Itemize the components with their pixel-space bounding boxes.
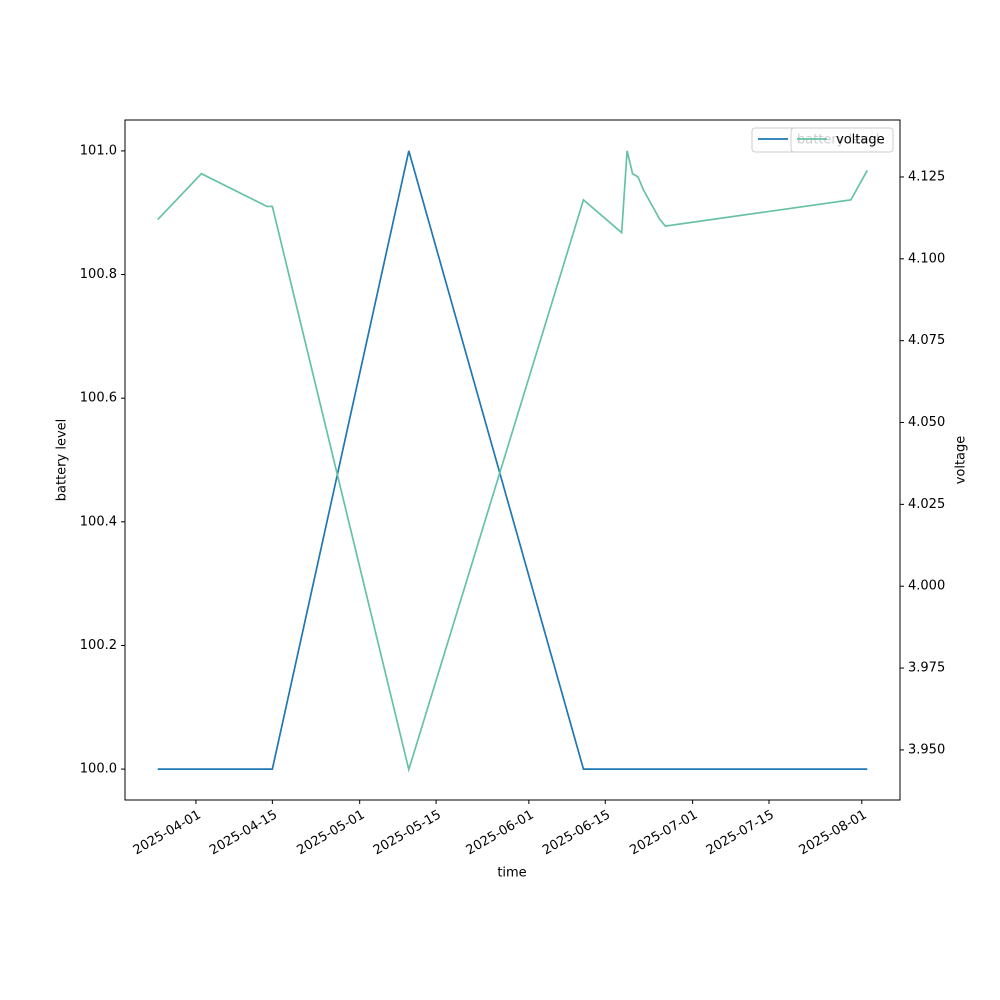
x-axis-label: time <box>497 866 526 881</box>
x-tick-label: 2025-05-15 <box>371 808 444 859</box>
y-tick-label: 100.6 <box>80 391 117 406</box>
y2-tick-label: 4.000 <box>908 579 945 594</box>
y2-tick-label: 4.100 <box>908 251 945 266</box>
y2-axis-label: voltage <box>954 436 969 485</box>
x-tick-label: 2025-04-15 <box>207 808 280 859</box>
x-tick-label: 2025-07-15 <box>704 808 777 859</box>
x-tick-label: 2025-08-01 <box>797 808 870 859</box>
y2-tick-label: 3.975 <box>908 661 945 676</box>
y-tick-label: 100.2 <box>80 638 117 653</box>
x-tick-label: 2025-05-01 <box>294 808 367 859</box>
y-axis-label: battery level <box>55 419 70 502</box>
y-tick-label: 101.0 <box>80 143 117 158</box>
y-tick-label: 100.8 <box>80 267 117 282</box>
y2-tick-label: 4.050 <box>908 415 945 430</box>
legend-box <box>790 127 894 153</box>
y2-tick-label: 3.950 <box>908 742 945 757</box>
x-tick-label: 2025-06-15 <box>540 808 613 859</box>
legend-label: voltage <box>836 133 885 148</box>
x-tick-label: 2025-06-01 <box>464 808 537 859</box>
y2-tick-label: 4.025 <box>908 497 945 512</box>
x-tick-label: 2025-07-01 <box>627 808 700 859</box>
data-line <box>157 150 868 773</box>
plot-frame <box>124 119 901 801</box>
y2-tick-label: 4.075 <box>908 333 945 348</box>
x-tick-label: 2025-04-01 <box>131 808 204 859</box>
data-line <box>157 150 868 770</box>
y2-tick-label: 4.125 <box>908 169 945 184</box>
y-tick-label: 100.0 <box>80 762 117 777</box>
y-tick-label: 100.4 <box>80 514 117 529</box>
